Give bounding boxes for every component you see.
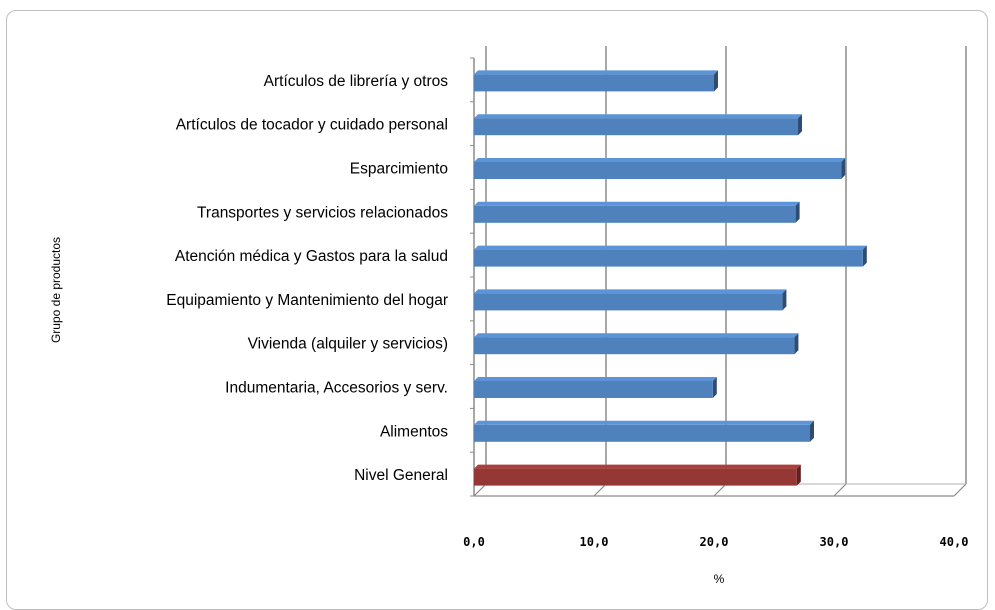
x-tick-labels: 0,0 10,0 20,0 30,0 40,0 xyxy=(463,535,968,549)
category-label: Nivel General xyxy=(354,467,448,484)
x-tick-label: 20,0 xyxy=(700,535,729,549)
bar xyxy=(474,70,718,92)
bar xyxy=(474,245,867,267)
bar xyxy=(474,114,802,136)
category-label: Alimentos xyxy=(380,423,448,440)
floor-line xyxy=(473,483,487,497)
category-label: Indumentaria, Accesorios y serv. xyxy=(225,380,448,397)
category-label: Atención médica y Gastos para la salud xyxy=(175,248,448,265)
category-label: Equipamiento y Mantenimiento del hogar xyxy=(166,292,448,309)
category-label: Artículos de tocador y cuidado personal xyxy=(176,117,448,134)
category-label: Transportes y servicios relacionados xyxy=(197,204,448,221)
category-label: Vivienda (alquiler y servicios) xyxy=(248,336,448,353)
x-tick-label: 0,0 xyxy=(463,535,485,549)
x-tick-label: 10,0 xyxy=(580,535,609,549)
category-label: Artículos de librería y otros xyxy=(264,73,449,90)
category-labels: Artículos de librería y otros Artículos d… xyxy=(166,73,448,484)
floor-line xyxy=(833,483,847,497)
bar xyxy=(474,420,814,442)
bars xyxy=(474,70,867,486)
bar xyxy=(474,201,800,223)
y-axis-title: Grupo de productos xyxy=(49,237,63,343)
x-tick-label: 30,0 xyxy=(820,535,849,549)
floor-line xyxy=(953,483,967,497)
x-tick-label: 40,0 xyxy=(940,535,969,549)
x-axis-title: % xyxy=(714,572,725,586)
bar xyxy=(474,464,801,486)
bar xyxy=(474,158,846,179)
floor-line xyxy=(593,483,607,497)
bar xyxy=(474,333,799,355)
bar xyxy=(474,289,787,311)
category-label: Esparcimiento xyxy=(350,161,448,178)
floor-line xyxy=(713,483,727,497)
bar xyxy=(474,377,717,398)
